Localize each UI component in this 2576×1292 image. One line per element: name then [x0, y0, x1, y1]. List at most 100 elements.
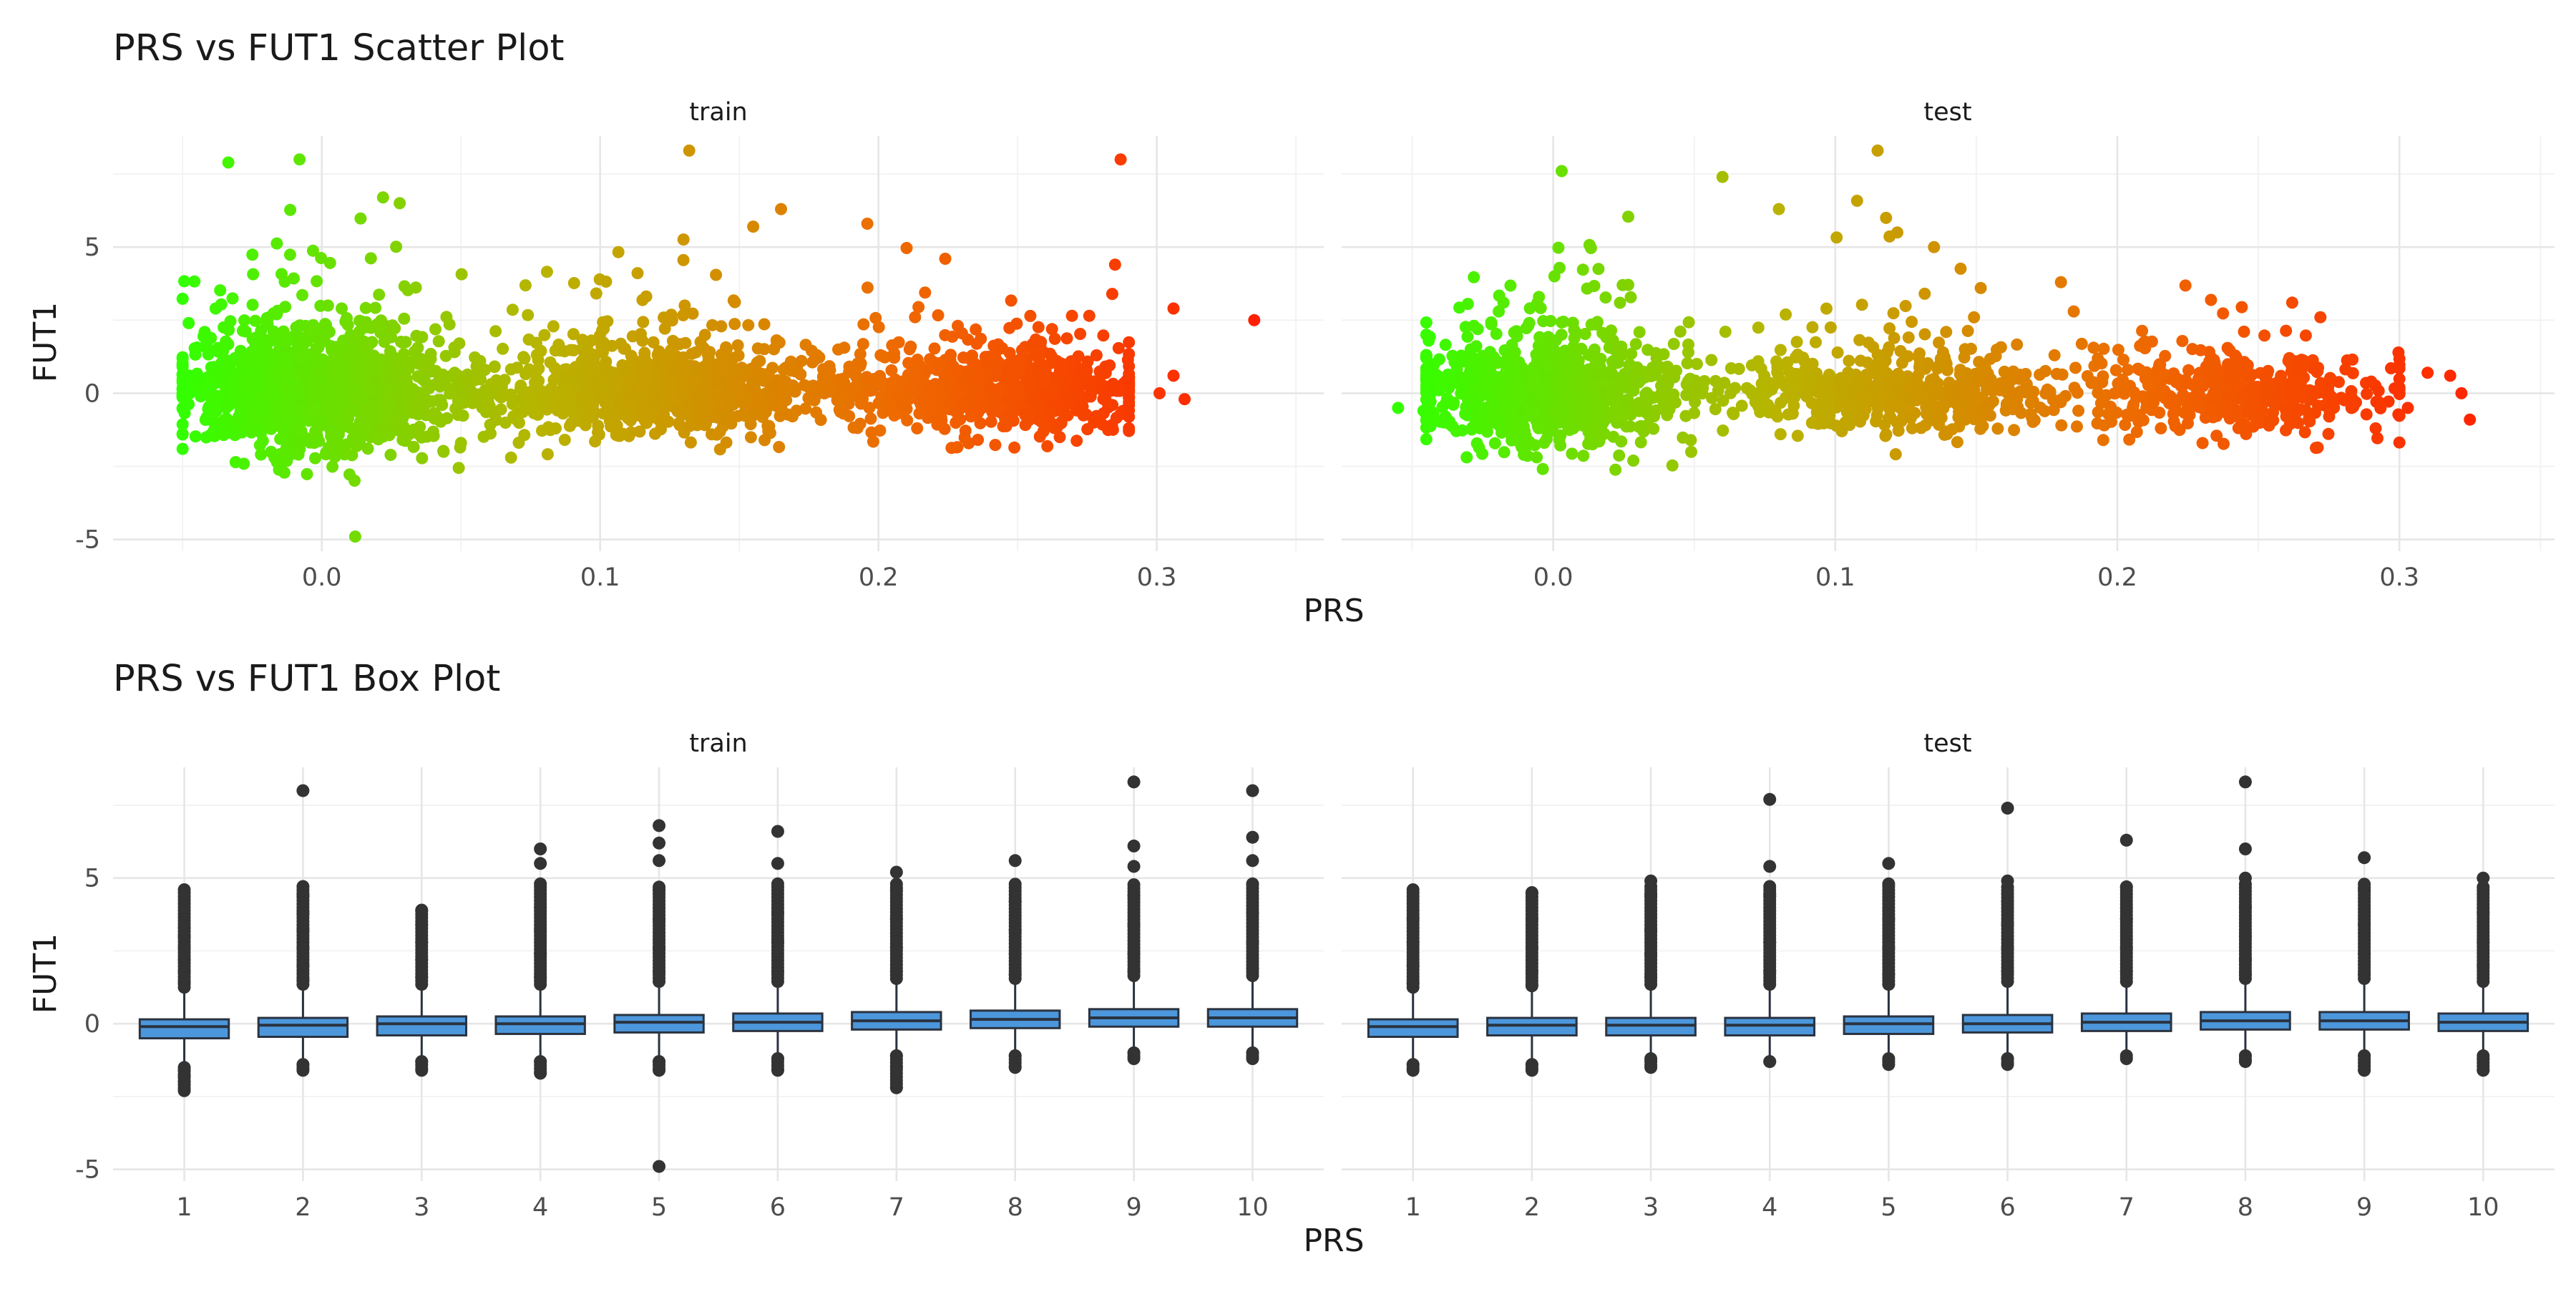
scatter-point — [1537, 463, 1549, 475]
scatter-point — [2087, 341, 2099, 354]
scatter-point — [2328, 402, 2340, 414]
box-iqr — [258, 1018, 347, 1036]
scatter-point — [1919, 329, 1931, 341]
scatter-point — [1548, 271, 1561, 283]
scatter-point — [399, 281, 411, 293]
scatter-point — [1851, 195, 1863, 207]
scatter-point — [912, 301, 924, 314]
scatter-point — [318, 403, 331, 415]
scatter-point — [1596, 327, 1609, 339]
scatter-point — [1531, 451, 1543, 463]
scatter-point — [1001, 371, 1013, 384]
scatter-point — [1683, 316, 1695, 329]
scatter-point — [702, 348, 714, 360]
scatter-point — [1861, 392, 1873, 404]
scatter-point — [1028, 349, 1040, 361]
scatter-point — [678, 233, 690, 246]
scatter-point — [522, 309, 534, 321]
scatter-point — [597, 316, 609, 329]
scatter-point — [1880, 212, 1892, 224]
scatter-point — [1891, 226, 1903, 238]
scatter-point — [276, 423, 288, 435]
scatter-strip-train: train — [689, 98, 747, 127]
scatter-point — [718, 358, 730, 370]
scatter-point — [1462, 298, 1474, 310]
scatter-point — [2182, 399, 2194, 412]
scatter-point — [437, 446, 449, 458]
scatter-point — [2385, 362, 2397, 374]
scatter-point — [967, 382, 980, 394]
scatter-point — [1100, 394, 1112, 407]
scatter-point — [2002, 372, 2014, 384]
scatter-point — [986, 406, 998, 418]
scatter-point — [1913, 369, 1925, 381]
scatter-point — [1568, 397, 1581, 409]
scatter-point — [1719, 326, 1732, 338]
x-tick-label: 0.0 — [1533, 563, 1574, 592]
scatter-point — [2068, 306, 2080, 318]
scatter-point — [351, 395, 364, 407]
scatter-point — [1533, 291, 1545, 303]
scatter-point — [1685, 446, 1697, 458]
scatter-point — [223, 157, 235, 169]
scatter-point — [568, 277, 580, 289]
scatter-point — [1631, 371, 1643, 384]
scatter-point — [2180, 279, 2192, 291]
scatter-point — [2170, 420, 2182, 432]
scatter-point — [1843, 355, 1855, 367]
scatter-point — [293, 419, 306, 431]
scatter-point — [1123, 336, 1135, 349]
scatter-point — [384, 449, 396, 461]
scatter-point — [552, 388, 565, 400]
scatter-point — [1010, 318, 1023, 330]
scatter-point — [1475, 363, 1487, 375]
scatter-point — [1788, 392, 1800, 404]
scatter-point — [1123, 371, 1135, 384]
scatter-point — [373, 288, 385, 301]
scatter-point — [326, 445, 338, 457]
scatter-point — [1635, 436, 1647, 448]
scatter-point — [1991, 344, 2003, 356]
scatter-point — [1823, 369, 1835, 381]
scatter-point — [1905, 412, 1917, 424]
scatter-point — [403, 362, 415, 374]
scatter-point — [587, 412, 599, 424]
scatter-point — [341, 312, 353, 324]
scatter-point — [177, 293, 189, 305]
scatter-point — [1913, 351, 1925, 364]
scatter-point — [1725, 362, 1737, 374]
scatter-point — [280, 377, 293, 389]
x-tick-label: 0.0 — [302, 563, 342, 592]
scatter-point — [1946, 423, 1958, 435]
scatter-point — [1955, 263, 1967, 275]
scatter-point — [560, 402, 572, 414]
scatter-point — [2195, 344, 2207, 356]
scatter-point — [484, 400, 496, 412]
scatter-point — [474, 355, 487, 367]
scatter-point — [1501, 365, 1513, 377]
scatter-point — [1880, 428, 1893, 440]
x-tick-label: 0.2 — [859, 563, 899, 592]
scatter-point — [2217, 307, 2229, 319]
scatter-point — [1636, 400, 1648, 412]
scatter-point — [2394, 437, 2406, 449]
scatter-point — [1974, 423, 1986, 435]
scatter-point — [971, 338, 983, 350]
scatter-point — [1959, 391, 1971, 403]
scatter-point — [360, 302, 372, 314]
scatter-point — [1705, 354, 1717, 366]
scatter-point — [1062, 409, 1074, 422]
scatter-point — [383, 386, 395, 398]
scatter-point — [1085, 377, 1098, 389]
scatter-point — [700, 379, 712, 391]
scatter-point — [2155, 422, 2167, 434]
scatter-point — [2314, 311, 2326, 324]
scatter-point — [1832, 346, 1844, 359]
y-tick-label: 0 — [84, 1010, 100, 1039]
scatter-point — [2258, 329, 2270, 341]
scatter-point — [1937, 402, 1949, 414]
scatter-point — [1085, 391, 1097, 403]
scatter-point — [1420, 433, 1433, 445]
scatter-point — [419, 399, 431, 412]
scatter-point — [857, 319, 869, 331]
